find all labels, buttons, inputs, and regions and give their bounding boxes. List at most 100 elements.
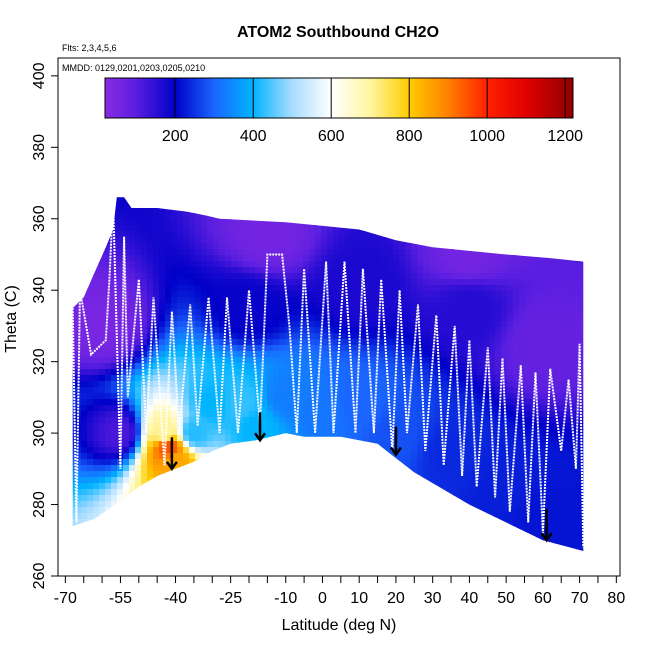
field-cell bbox=[72, 525, 76, 532]
field-cell bbox=[477, 381, 484, 388]
field-cell bbox=[135, 327, 142, 334]
field-cell bbox=[393, 411, 400, 418]
field-cell bbox=[573, 285, 580, 292]
field-cell bbox=[441, 417, 448, 424]
field-cell bbox=[267, 417, 274, 424]
field-cell bbox=[567, 495, 574, 502]
field-cell bbox=[267, 183, 274, 190]
field-cell bbox=[255, 261, 262, 268]
field-cell bbox=[381, 429, 388, 436]
field-cell bbox=[177, 477, 184, 484]
field-cell bbox=[375, 513, 382, 520]
field-cell bbox=[567, 255, 574, 262]
field-cell bbox=[249, 197, 256, 202]
field-cell bbox=[273, 435, 280, 442]
field-cell bbox=[237, 297, 244, 304]
field-cell bbox=[219, 333, 226, 340]
field-cell bbox=[81, 507, 88, 514]
field-cell bbox=[441, 273, 448, 280]
field-cell bbox=[429, 435, 436, 442]
field-cell bbox=[99, 507, 106, 514]
field-cell bbox=[567, 291, 574, 298]
field-cell bbox=[225, 459, 232, 466]
field-cell bbox=[327, 291, 334, 298]
field-cell bbox=[567, 411, 574, 418]
field-cell bbox=[381, 453, 388, 460]
field-cell bbox=[321, 237, 328, 244]
field-cell bbox=[459, 243, 466, 250]
field-cell bbox=[345, 375, 352, 382]
field-cell bbox=[237, 417, 244, 424]
field-cell bbox=[501, 279, 508, 286]
field-cell bbox=[531, 495, 538, 502]
field-cell bbox=[285, 489, 292, 496]
field-cell bbox=[567, 357, 574, 364]
field-cell bbox=[213, 267, 220, 274]
field-cell bbox=[315, 417, 322, 424]
field-cell bbox=[111, 333, 118, 340]
field-cell bbox=[171, 237, 178, 244]
field-cell bbox=[225, 327, 232, 334]
field-cell bbox=[189, 357, 196, 364]
field-cell bbox=[459, 267, 466, 274]
field-cell bbox=[327, 189, 334, 196]
field-cell bbox=[99, 435, 106, 442]
field-cell bbox=[435, 405, 442, 412]
field-cell bbox=[225, 357, 232, 364]
field-cell bbox=[453, 423, 460, 430]
field-cell bbox=[411, 507, 418, 514]
field-cell bbox=[291, 303, 298, 310]
field-cell bbox=[141, 465, 148, 472]
field-cell bbox=[273, 285, 280, 292]
field-cell bbox=[117, 207, 124, 214]
field-cell bbox=[183, 459, 190, 466]
field-cell bbox=[105, 261, 112, 268]
field-cell bbox=[381, 471, 388, 478]
field-cell bbox=[159, 279, 166, 286]
field-cell bbox=[111, 381, 118, 388]
field-cell bbox=[399, 363, 406, 370]
field-cell bbox=[261, 393, 268, 400]
field-cell bbox=[135, 255, 142, 262]
field-cell bbox=[231, 255, 238, 262]
field-cell bbox=[87, 495, 94, 502]
field-cell bbox=[513, 363, 520, 370]
field-cell bbox=[387, 453, 394, 460]
field-cell bbox=[297, 393, 304, 400]
field-cell bbox=[267, 429, 274, 436]
field-cell bbox=[273, 411, 280, 418]
field-cell bbox=[537, 315, 544, 322]
field-cell bbox=[573, 519, 580, 526]
field-cell bbox=[447, 231, 454, 238]
field-cell bbox=[273, 441, 280, 448]
field-cell bbox=[363, 363, 370, 370]
field-cell bbox=[549, 369, 556, 376]
field-cell bbox=[489, 387, 496, 394]
field-cell bbox=[111, 339, 118, 346]
field-cell bbox=[411, 231, 418, 238]
field-cell bbox=[129, 471, 136, 478]
field-cell bbox=[441, 465, 448, 472]
field-cell bbox=[435, 189, 442, 196]
field-cell bbox=[291, 441, 298, 448]
field-cell bbox=[255, 183, 261, 190]
field-cell bbox=[153, 213, 160, 220]
field-cell bbox=[561, 273, 568, 280]
field-cell bbox=[117, 303, 124, 310]
field-cell bbox=[111, 309, 118, 316]
field-cell bbox=[357, 519, 364, 526]
field-cell bbox=[117, 255, 124, 262]
field-cell bbox=[489, 285, 496, 292]
field-cell bbox=[543, 183, 550, 190]
field-cell bbox=[333, 441, 340, 448]
field-cell bbox=[501, 435, 508, 442]
field-cell bbox=[225, 273, 232, 280]
field-cell bbox=[543, 231, 550, 238]
field-cell bbox=[123, 231, 130, 238]
field-cell bbox=[573, 309, 580, 316]
field-cell bbox=[561, 303, 568, 310]
field-cell bbox=[225, 447, 232, 454]
field-cell bbox=[309, 327, 316, 334]
field-cell bbox=[399, 369, 406, 376]
field-cell bbox=[153, 273, 160, 280]
